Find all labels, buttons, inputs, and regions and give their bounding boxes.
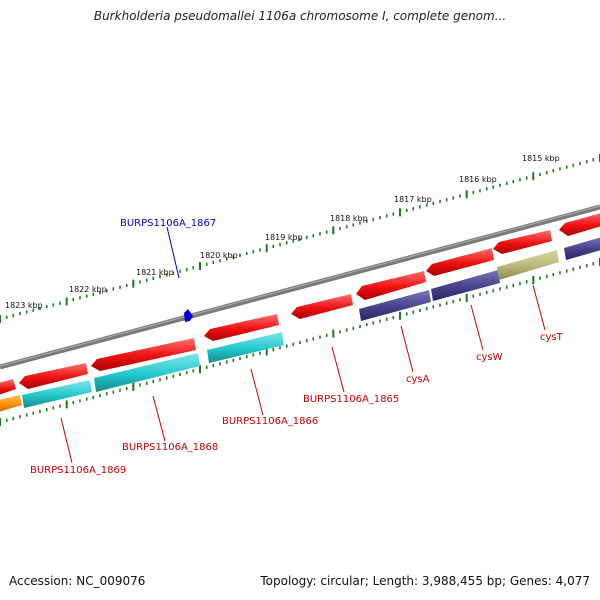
leader-line-1867	[166, 226, 180, 279]
gene-label-1865[interactable]: BURPS1106A_1865	[303, 394, 399, 405]
accession-text: Accession: NC_009076	[9, 574, 146, 588]
leader-line-cysW	[470, 304, 484, 351]
gene-arrow[interactable]	[0, 379, 16, 396]
leader-line-1868	[152, 395, 166, 442]
gene-arrow[interactable]	[559, 212, 600, 236]
inner-scale-ticks	[0, 258, 600, 426]
scale-label-1817: 1817 kbp	[394, 195, 432, 204]
gene-arrow[interactable]	[291, 294, 353, 319]
gene-track-outer	[0, 212, 600, 396]
scale-label-1820: 1820 kbp	[200, 251, 238, 260]
scale-label-1816: 1816 kbp	[459, 175, 497, 184]
map-title: Burkholderia pseudomallei 1106a chromoso…	[93, 9, 507, 23]
gene-arrow[interactable]	[91, 338, 196, 371]
gene-arrow[interactable]	[426, 248, 494, 276]
label-leader-lines	[60, 226, 546, 464]
leader-line-cysA	[400, 325, 414, 373]
scale-label-1818: 1818 kbp	[330, 214, 368, 223]
gene-arrow[interactable]	[356, 271, 426, 300]
gene-block[interactable]	[94, 353, 200, 392]
gene-label-1868[interactable]: BURPS1106A_1868	[122, 442, 218, 453]
gene-arrow[interactable]	[204, 314, 279, 341]
gene-block[interactable]	[22, 380, 92, 408]
scale-label-1819: 1819 kbp	[265, 233, 303, 242]
gene-label-1867[interactable]: BURPS1106A_1867	[120, 218, 216, 229]
gene-label-1866[interactable]: BURPS1106A_1866	[222, 416, 318, 427]
gene-block[interactable]	[207, 332, 284, 363]
gene-label-cysT[interactable]: cysT	[540, 332, 564, 343]
gene-label-1869[interactable]: BURPS1106A_1869	[30, 465, 126, 476]
leader-line-cysT	[532, 284, 546, 331]
gene-block[interactable]	[0, 395, 22, 413]
scale-labels: 1823 kbp 1822 kbp 1821 kbp 1820 kbp 1819…	[5, 154, 560, 310]
gene-location-marker[interactable]	[184, 309, 193, 322]
leader-line-1869	[60, 417, 73, 464]
chromosome-backbone	[0, 204, 600, 370]
scale-label-1823: 1823 kbp	[5, 301, 43, 310]
topology-text: Topology: circular; Length: 3,988,455 bp…	[260, 574, 590, 588]
chromosome-backbone-highlight	[0, 205, 600, 367]
gene-label-cysW[interactable]: cysW	[476, 352, 503, 363]
leader-line-1865	[331, 346, 345, 393]
gene-arrow[interactable]	[19, 363, 88, 389]
scale-label-1821: 1821 kbp	[136, 268, 174, 277]
gene-labels: BURPS1106A_1867 BURPS1106A_1869 BURPS110…	[30, 218, 564, 476]
gene-track-inner	[0, 236, 600, 413]
gene-block[interactable]	[564, 236, 600, 260]
gene-block[interactable]	[359, 290, 431, 321]
scale-label-1815: 1815 kbp	[522, 154, 560, 163]
gene-block[interactable]	[497, 250, 559, 280]
outer-scale-ticks	[0, 154, 600, 323]
gene-label-cysA[interactable]: cysA	[406, 374, 430, 385]
leader-line-1866	[250, 368, 264, 416]
gene-arrow[interactable]	[493, 230, 552, 254]
gene-block[interactable]	[431, 270, 500, 301]
scale-label-1822: 1822 kbp	[69, 285, 107, 294]
